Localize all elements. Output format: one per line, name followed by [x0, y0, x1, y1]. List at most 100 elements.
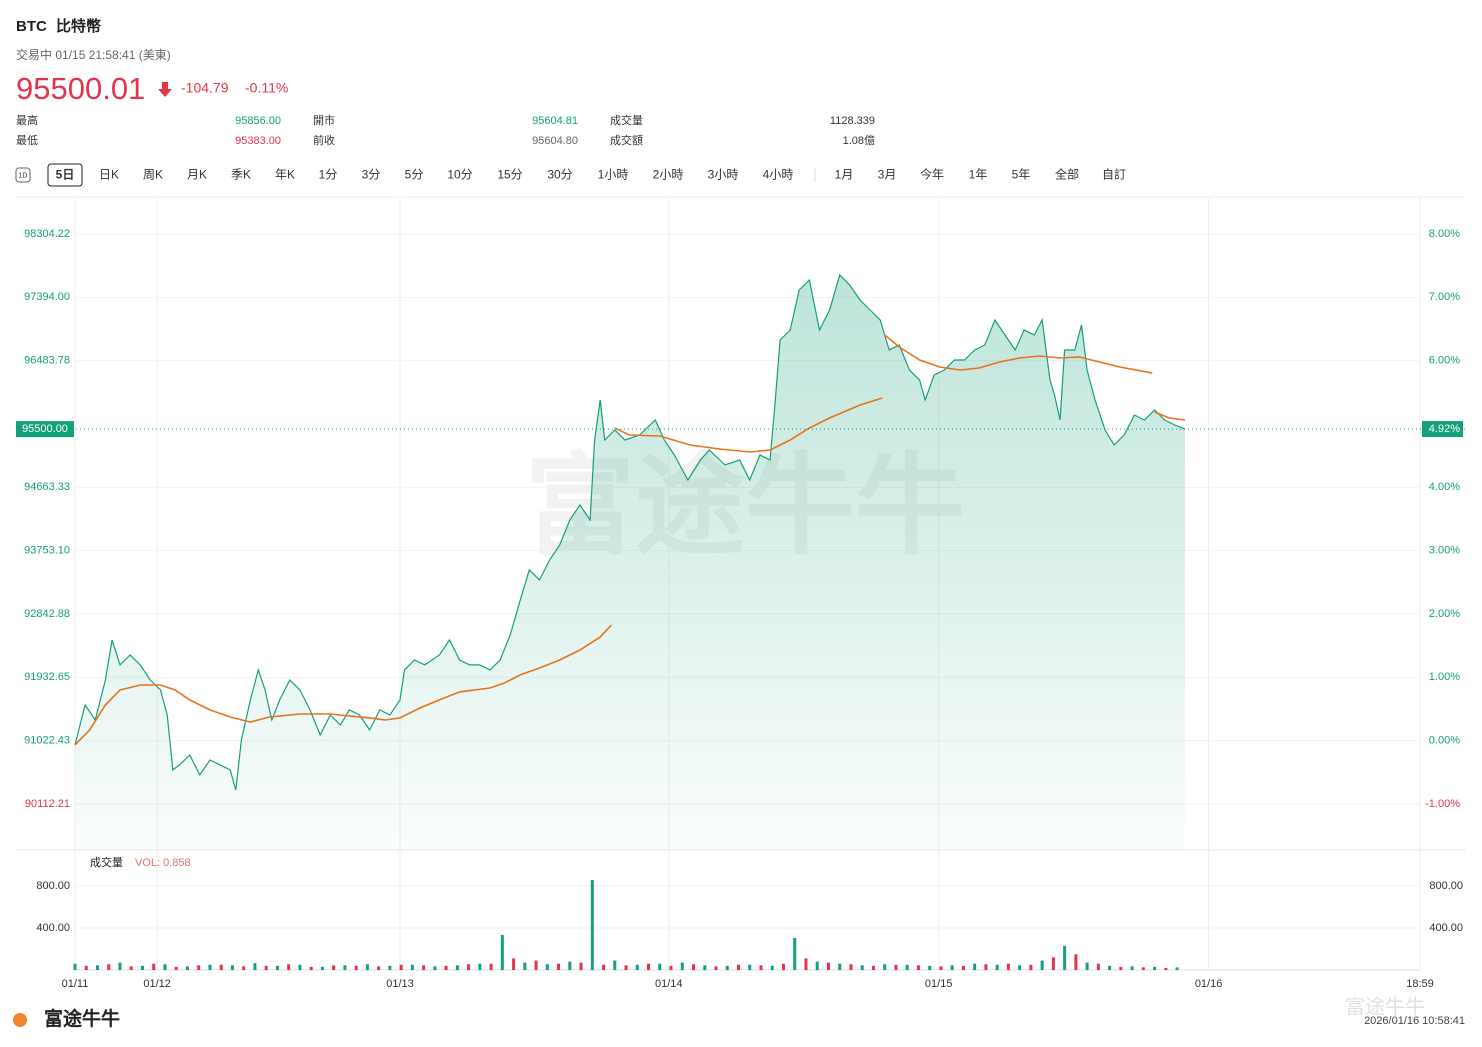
volume-bar — [950, 965, 954, 970]
tab[interactable]: 年K — [275, 168, 295, 182]
tab[interactable]: 1分 — [319, 168, 338, 182]
tab-selected-frame[interactable] — [47, 163, 83, 187]
y2-tick-label: 1.00% — [1429, 671, 1460, 683]
tab[interactable]: 1月 — [835, 168, 854, 182]
volume-tick-label: 800.00 — [36, 880, 70, 892]
tab[interactable]: 5日 — [56, 168, 75, 182]
tab[interactable]: 30分 — [547, 168, 572, 182]
x-tick-label: 01/11 — [62, 978, 89, 990]
volume-bar — [1153, 966, 1157, 970]
volume-bar — [579, 962, 583, 970]
volume-bar — [1130, 966, 1134, 970]
volume-bar — [84, 965, 88, 970]
ma-line — [74, 624, 612, 746]
x-tick-label: 01/12 — [143, 978, 171, 990]
x-tick-label: 01/16 — [1195, 978, 1223, 990]
y-tick-label: 90112.21 — [25, 798, 70, 810]
tab[interactable]: 季K — [231, 168, 251, 182]
y-tick-label: 91022.43 — [24, 735, 70, 747]
volume-bar — [568, 961, 572, 970]
volume-bar — [343, 965, 347, 970]
volume-bar — [298, 964, 302, 970]
volume-bar — [714, 966, 718, 970]
volume-bar — [602, 964, 606, 970]
volume-bar — [444, 965, 448, 970]
tab[interactable]: 15分 — [497, 168, 522, 182]
volume-bar — [197, 965, 201, 970]
volume-bar — [275, 965, 279, 970]
stat-label: 成交額 — [610, 133, 643, 147]
stat-label: 最高 — [16, 113, 38, 127]
tab[interactable]: 全部 — [1055, 167, 1079, 182]
price-line — [74, 273, 1186, 791]
volume-bar — [354, 965, 358, 970]
tab[interactable]: 3小時 — [708, 168, 739, 182]
icon-label[interactable]: 1D — [19, 172, 28, 179]
volume-bar — [647, 963, 651, 970]
volume-bar — [264, 965, 268, 970]
volume-bar — [905, 964, 909, 970]
volume-bar — [107, 964, 111, 970]
tab[interactable]: 日K — [99, 168, 119, 182]
tab[interactable]: 5年 — [1012, 168, 1031, 182]
volume-bar — [309, 966, 313, 970]
volume-bar — [1074, 954, 1078, 970]
y2-tick-label: 8.00% — [1429, 228, 1460, 240]
tab[interactable]: 自訂 — [1102, 167, 1126, 182]
tab[interactable]: 5分 — [405, 168, 424, 182]
icon-frame[interactable] — [15, 167, 31, 183]
volume-bar — [478, 963, 482, 970]
tab[interactable]: 今年 — [920, 167, 944, 182]
volume-bar — [894, 964, 898, 970]
y2-tick-label: 0.00% — [1429, 735, 1460, 747]
volume-bar — [748, 964, 752, 970]
stat-label: 成交量 — [610, 113, 643, 127]
logo: 富途牛牛 — [44, 1007, 120, 1030]
volume-bar — [928, 965, 932, 970]
volume-bar — [860, 965, 864, 970]
volume-bar — [1029, 964, 1033, 970]
volume-bar — [523, 962, 527, 970]
tab[interactable]: 1小時 — [598, 168, 629, 182]
volume-bar — [1175, 967, 1179, 970]
tab[interactable]: 2小時 — [653, 168, 684, 182]
volume-bar — [365, 964, 369, 970]
y-tick-label: 94663.33 — [24, 481, 70, 493]
volume-bar — [849, 964, 853, 970]
volume-bar — [759, 965, 763, 970]
symbol: BTC — [16, 18, 47, 35]
tab[interactable]: 1年 — [969, 168, 988, 182]
volume-bar — [185, 966, 189, 970]
volume-bar — [377, 966, 381, 970]
volume-tick-label: 400.00 — [36, 922, 70, 934]
tab[interactable]: 4小時 — [763, 168, 794, 182]
volume-bar — [939, 966, 943, 970]
x-tick-label: 01/14 — [655, 978, 683, 990]
volume-bar — [1040, 960, 1044, 970]
stat-value: 95604.81 — [532, 115, 578, 127]
volume-bar — [1164, 967, 1168, 970]
y-tick-label: 93753.10 — [24, 545, 70, 557]
stat-label: 開市 — [313, 113, 335, 127]
volume-bar — [534, 960, 538, 970]
volume-bar — [73, 963, 77, 970]
volume-bar — [163, 964, 167, 970]
volume-bar — [129, 966, 133, 970]
volume-bar — [118, 962, 122, 970]
timestamp: 2026/01/16 10:58:41 — [1364, 1015, 1465, 1027]
last-pct-box — [1422, 421, 1463, 438]
tab[interactable]: 周K — [143, 168, 163, 182]
volume-bar — [961, 965, 965, 970]
tab[interactable]: 3月 — [878, 168, 897, 182]
x-tick-label: 01/15 — [925, 978, 953, 990]
x-tick-label: 18:59 — [1406, 978, 1434, 990]
logo-icon — [13, 1013, 27, 1027]
change: -104.79 — [181, 80, 229, 96]
volume-bar — [781, 963, 785, 970]
volume-bar — [703, 965, 707, 970]
tab[interactable]: 3分 — [362, 168, 381, 182]
volume-bar — [635, 964, 639, 970]
tab[interactable]: 月K — [187, 168, 207, 182]
y-tick-label: 92842.88 — [24, 608, 70, 620]
tab[interactable]: 10分 — [447, 168, 472, 182]
